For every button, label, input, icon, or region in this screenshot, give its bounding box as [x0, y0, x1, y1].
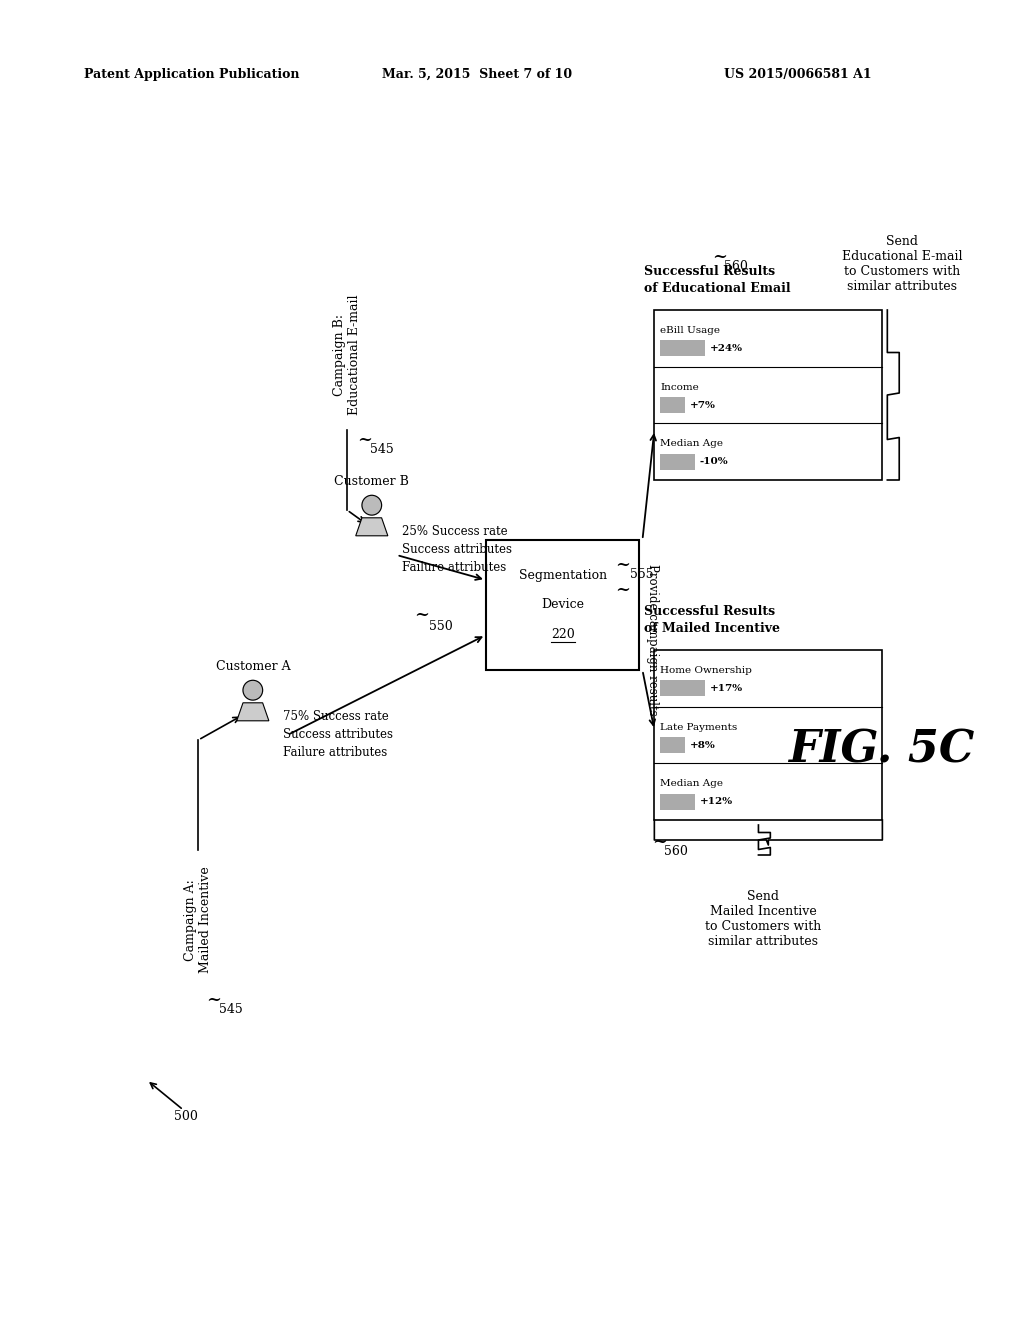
Text: US 2015/0066581 A1: US 2015/0066581 A1: [724, 69, 871, 81]
FancyBboxPatch shape: [654, 310, 883, 480]
Text: +8%: +8%: [690, 741, 716, 750]
FancyBboxPatch shape: [660, 341, 705, 356]
Text: ~: ~: [652, 833, 668, 851]
Text: Successful Results: Successful Results: [644, 605, 775, 618]
Text: +12%: +12%: [700, 797, 733, 807]
Text: 550: 550: [429, 620, 453, 634]
Text: Campaign A:
Mailed Incentive: Campaign A: Mailed Incentive: [184, 867, 212, 973]
Text: of Educational Email: of Educational Email: [644, 282, 792, 294]
Text: Failure attributes: Failure attributes: [283, 746, 387, 759]
Circle shape: [361, 495, 382, 515]
Text: 75% Success rate: 75% Success rate: [283, 710, 388, 723]
Text: Send
Educational E-mail
to Customers with
similar attributes: Send Educational E-mail to Customers wit…: [842, 235, 963, 293]
Text: ~: ~: [206, 991, 221, 1008]
Text: of Mailed Incentive: of Mailed Incentive: [644, 622, 780, 635]
Text: Patent Application Publication: Patent Application Publication: [84, 69, 300, 81]
Circle shape: [243, 680, 262, 700]
Text: ~: ~: [357, 432, 372, 449]
Text: Median Age: Median Age: [660, 440, 723, 449]
Text: 220: 220: [551, 628, 574, 642]
Text: +7%: +7%: [690, 400, 716, 409]
Text: ~: ~: [415, 606, 429, 624]
Text: Customer B: Customer B: [335, 475, 410, 488]
Text: 545: 545: [370, 444, 393, 455]
Text: 555: 555: [630, 568, 653, 581]
Text: 560: 560: [724, 260, 748, 273]
Text: Successful Results: Successful Results: [644, 265, 775, 279]
Text: ~: ~: [614, 581, 630, 599]
Text: Customer A: Customer A: [215, 660, 290, 673]
Text: +17%: +17%: [710, 684, 743, 693]
FancyBboxPatch shape: [660, 793, 695, 809]
Text: Income: Income: [660, 383, 699, 392]
Text: Segmentation: Segmentation: [518, 569, 606, 582]
FancyBboxPatch shape: [654, 649, 883, 820]
Text: Failure attributes: Failure attributes: [401, 561, 506, 574]
Text: Home Ownership: Home Ownership: [660, 665, 753, 675]
Text: Campaign B:
Educational E-mail: Campaign B: Educational E-mail: [333, 294, 361, 416]
Text: Device: Device: [541, 598, 584, 611]
Text: Send
Mailed Incentive
to Customers with
similar attributes: Send Mailed Incentive to Customers with …: [706, 890, 821, 948]
Text: Median Age: Median Age: [660, 779, 723, 788]
Text: Mar. 5, 2015  Sheet 7 of 10: Mar. 5, 2015 Sheet 7 of 10: [382, 69, 571, 81]
Polygon shape: [237, 702, 269, 721]
Polygon shape: [355, 517, 388, 536]
Text: 545: 545: [219, 1003, 243, 1016]
Text: 560: 560: [665, 845, 688, 858]
Text: eBill Usage: eBill Usage: [660, 326, 720, 335]
FancyBboxPatch shape: [660, 680, 705, 697]
FancyBboxPatch shape: [660, 454, 695, 470]
Text: ~: ~: [614, 556, 630, 574]
Text: Success attributes: Success attributes: [283, 729, 392, 741]
Text: FIG. 5C: FIG. 5C: [788, 729, 975, 771]
Text: 500: 500: [173, 1110, 198, 1123]
FancyBboxPatch shape: [660, 397, 685, 413]
Text: -10%: -10%: [700, 457, 728, 466]
Text: +24%: +24%: [710, 343, 742, 352]
Text: ~: ~: [712, 248, 727, 267]
Text: Provide campaign results: Provide campaign results: [646, 564, 658, 715]
Text: 25% Success rate: 25% Success rate: [401, 525, 507, 539]
Text: Success attributes: Success attributes: [401, 543, 512, 556]
FancyBboxPatch shape: [485, 540, 639, 671]
Text: Late Payments: Late Payments: [660, 722, 737, 731]
FancyBboxPatch shape: [660, 737, 685, 752]
